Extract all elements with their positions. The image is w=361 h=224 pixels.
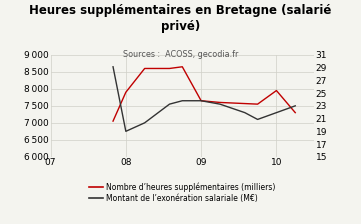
Text: Sources :  ACOSS, gecodia.fr: Sources : ACOSS, gecodia.fr bbox=[123, 50, 238, 59]
Text: Heures supplémentaires en Bretagne (salarié
privé): Heures supplémentaires en Bretagne (sala… bbox=[29, 4, 332, 33]
Legend: Nombre d’heures supplémentaires (milliers), Montant de l’exonération salariale (: Nombre d’heures supplémentaires (millier… bbox=[86, 179, 278, 206]
